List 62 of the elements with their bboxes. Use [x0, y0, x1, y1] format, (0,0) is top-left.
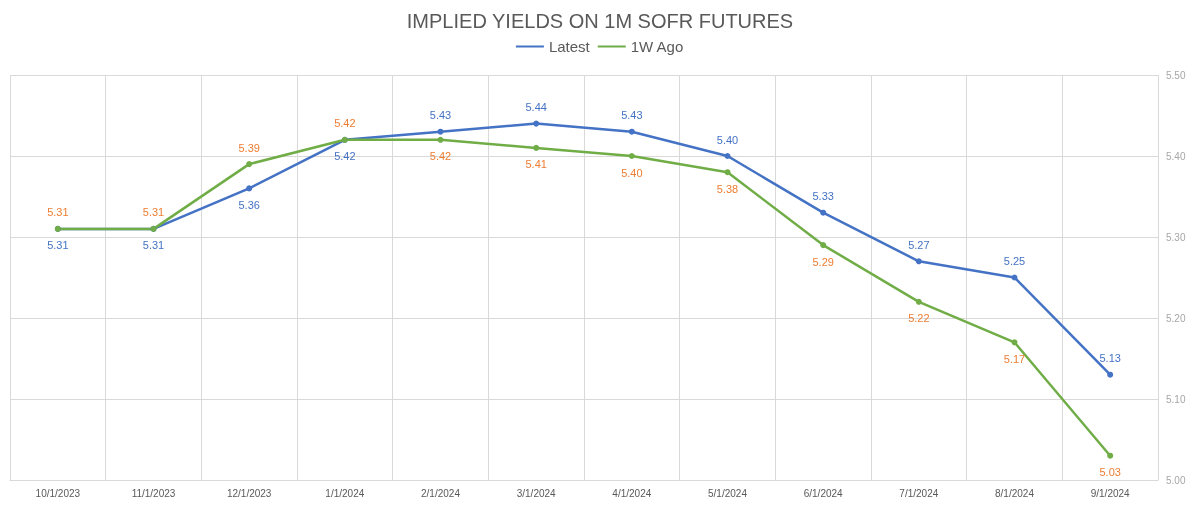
data-label: 5.42 [429, 150, 452, 163]
data-label: 5.43 [429, 109, 452, 122]
data-label: 5.40 [621, 166, 643, 179]
y-tick-label: 5.10 [1166, 393, 1186, 405]
data-label: 5.42 [334, 117, 356, 130]
x-tick-label: 12/1/2023 [226, 487, 272, 499]
x-tick-label: 8/1/2024 [995, 487, 1035, 499]
point [1011, 274, 1018, 281]
y-tick-label: 5.30 [1166, 231, 1186, 243]
data-label: 5.25 [1003, 255, 1026, 267]
point [915, 298, 922, 305]
point [820, 242, 827, 249]
data-label: 5.42 [334, 150, 356, 163]
point [437, 136, 444, 143]
point [533, 144, 540, 151]
point [628, 153, 635, 159]
data-label: 5.29 [812, 255, 834, 268]
data-label: 5.13 [1099, 352, 1121, 365]
data-label: 5.31 [47, 206, 69, 219]
data-label: 5.31 [142, 206, 165, 219]
data-label: 5.17 [1003, 352, 1026, 365]
point [820, 209, 827, 216]
point [246, 185, 253, 192]
x-tick-label: 1/1/2024 [325, 487, 365, 499]
x-tick-label: 2/1/2024 [421, 487, 461, 499]
data-label: 5.22 [908, 312, 930, 325]
data-label: 5.27 [908, 238, 930, 251]
data-label: 5.44 [525, 101, 547, 114]
point [724, 153, 731, 159]
point [724, 169, 731, 176]
legend-label: 1W Ago [630, 38, 684, 55]
data-label: 5.43 [621, 109, 643, 122]
point [1011, 339, 1018, 346]
x-tick-label: 9/1/2024 [1090, 487, 1131, 499]
data-label: 5.41 [525, 158, 547, 171]
x-tick-label: 5/1/2024 [708, 487, 748, 499]
point [246, 161, 253, 168]
point [1107, 371, 1114, 378]
data-label: 5.36 [238, 198, 260, 211]
data-label: 5.40 [716, 133, 739, 146]
x-tick-label: 10/1/2023 [35, 487, 81, 499]
data-label: 5.03 [1099, 466, 1121, 479]
data-label: 5.33 [812, 190, 834, 203]
data-label: 5.39 [238, 141, 260, 154]
data-label: 5.31 [142, 239, 165, 252]
y-tick-label: 5.00 [1166, 474, 1186, 486]
x-tick-label: 3/1/2024 [516, 487, 557, 499]
point [533, 120, 540, 127]
legend-label: Latest [548, 38, 591, 55]
y-tick-label: 5.20 [1166, 312, 1186, 324]
y-tick-label: 5.40 [1166, 150, 1186, 162]
chart-title: IMPLIED YIELDS ON 1M SOFR FUTURES [406, 10, 794, 32]
x-tick-label: 7/1/2024 [899, 487, 939, 499]
point [915, 258, 922, 265]
x-tick-label: 4/1/2024 [612, 487, 652, 499]
data-label: 5.31 [47, 239, 69, 252]
x-tick-label: 6/1/2024 [803, 487, 844, 499]
point [1107, 452, 1114, 459]
y-tick-label: 5.50 [1166, 69, 1186, 81]
x-tick-label: 11/1/2023 [131, 487, 176, 499]
data-label: 5.38 [716, 182, 739, 195]
point [628, 128, 635, 135]
